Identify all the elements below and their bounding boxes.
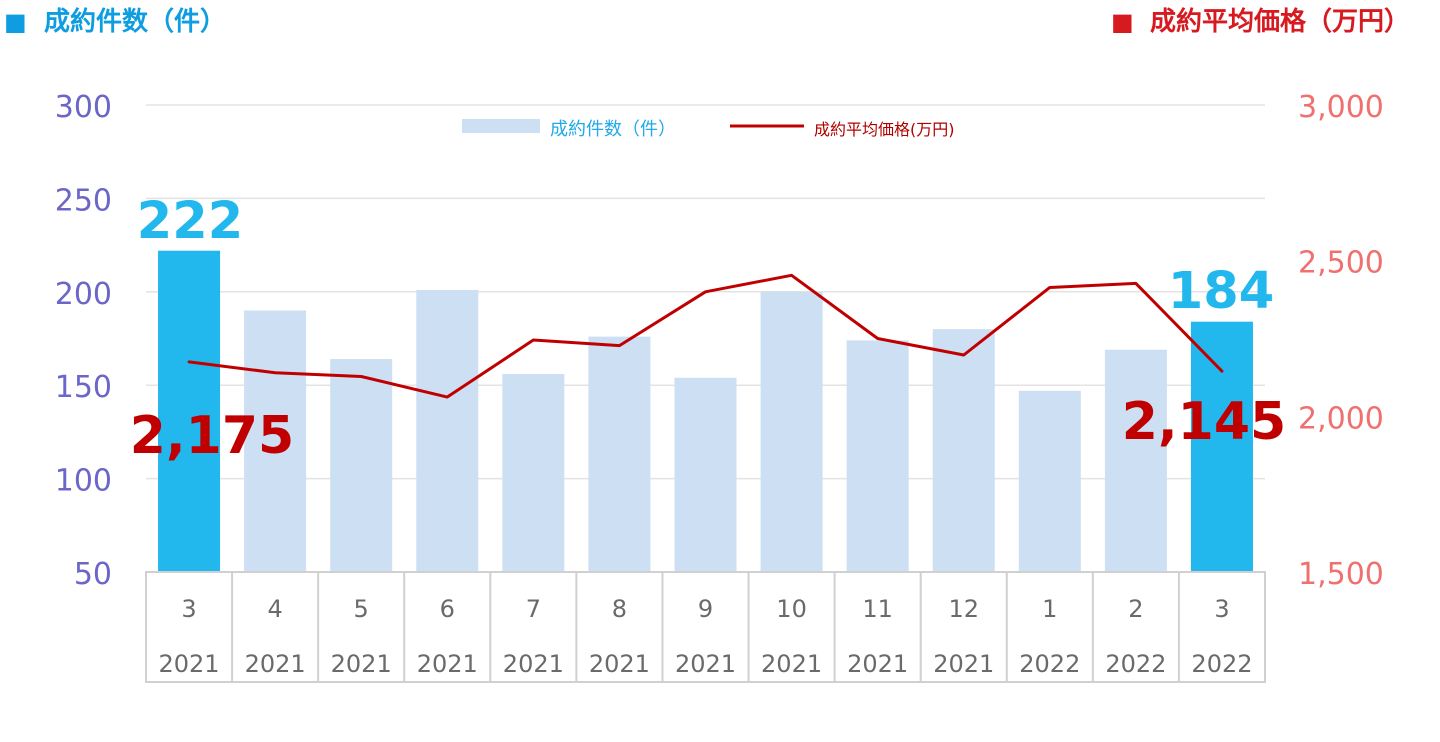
bar <box>675 378 737 572</box>
right-axis-tick-label: 1,500 <box>1298 557 1384 592</box>
left-axis-tick-label: 100 <box>55 464 112 499</box>
bar <box>416 290 478 572</box>
category-year-label: 2022 <box>1191 650 1252 678</box>
first-count-data-label: 222 <box>137 192 243 251</box>
bar <box>1105 350 1167 572</box>
category-month-label: 12 <box>948 595 979 623</box>
category-year-label: 2021 <box>761 650 822 678</box>
category-year-label: 2021 <box>503 650 564 678</box>
bar <box>933 329 995 572</box>
bar <box>330 359 392 572</box>
legend: 成約件数（件） 成約平均価格(万円) <box>462 119 955 140</box>
left-axis-title: 成約件数（件） <box>44 6 226 37</box>
category-month-label: 11 <box>862 595 893 623</box>
bar <box>761 292 823 572</box>
category-month-label: 2 <box>1128 595 1143 623</box>
chart-header: ■ 成約件数（件） ■ 成約平均価格（万円） <box>4 6 1410 37</box>
right-axis: 1,500 2,000 2,500 3,000 <box>1298 90 1384 592</box>
left-axis: 50 100 150 200 250 300 <box>55 90 112 592</box>
legend-bar-swatch <box>462 119 540 133</box>
category-year-label: 2022 <box>1019 650 1080 678</box>
right-axis-tick-label: 2,000 <box>1298 401 1384 436</box>
right-axis-title: 成約平均価格（万円） <box>1150 6 1410 37</box>
legend-count-label: 成約件数（件） <box>550 119 676 140</box>
category-year-label: 2021 <box>245 650 306 678</box>
bar <box>588 337 650 572</box>
left-axis-tick-label: 50 <box>74 557 112 592</box>
legend-price-label: 成約平均価格(万円) <box>814 120 955 139</box>
category-year-label: 2021 <box>675 650 736 678</box>
bar <box>502 374 564 572</box>
category-year-label: 2021 <box>331 650 392 678</box>
category-month-label: 3 <box>181 595 196 623</box>
bar-series <box>158 251 1253 572</box>
category-month-label: 1 <box>1042 595 1057 623</box>
category-month-label: 10 <box>776 595 807 623</box>
category-month-label: 3 <box>1214 595 1229 623</box>
right-axis-title-marker: ■ <box>1111 8 1134 36</box>
category-month-label: 6 <box>440 595 455 623</box>
category-year-label: 2022 <box>1105 650 1166 678</box>
last-count-data-label: 184 <box>1168 262 1274 321</box>
left-axis-title-marker: ■ <box>4 8 27 36</box>
bar <box>847 340 909 572</box>
category-month-label: 7 <box>526 595 541 623</box>
category-month-label: 5 <box>354 595 369 623</box>
left-axis-tick-label: 300 <box>55 90 112 125</box>
category-year-label: 2021 <box>589 650 650 678</box>
category-year-label: 2021 <box>158 650 219 678</box>
category-month-label: 4 <box>267 595 282 623</box>
category-year-label: 2021 <box>847 650 908 678</box>
category-month-label: 8 <box>612 595 627 623</box>
left-axis-tick-label: 150 <box>55 370 112 405</box>
right-axis-tick-label: 3,000 <box>1298 90 1384 125</box>
bar <box>1019 391 1081 572</box>
category-month-label: 9 <box>698 595 713 623</box>
left-axis-tick-label: 200 <box>55 277 112 312</box>
category-year-label: 2021 <box>417 650 478 678</box>
category-axis: 3 2021 4 2021 5 2021 6 2021 7 2021 8 2021 9 2021 10 202… <box>146 572 1265 682</box>
first-price-data-label: 2,175 <box>130 406 294 466</box>
left-axis-tick-label: 250 <box>55 183 112 218</box>
right-axis-tick-label: 2,500 <box>1298 246 1384 281</box>
last-price-data-label: 2,145 <box>1122 392 1286 452</box>
category-year-label: 2021 <box>933 650 994 678</box>
